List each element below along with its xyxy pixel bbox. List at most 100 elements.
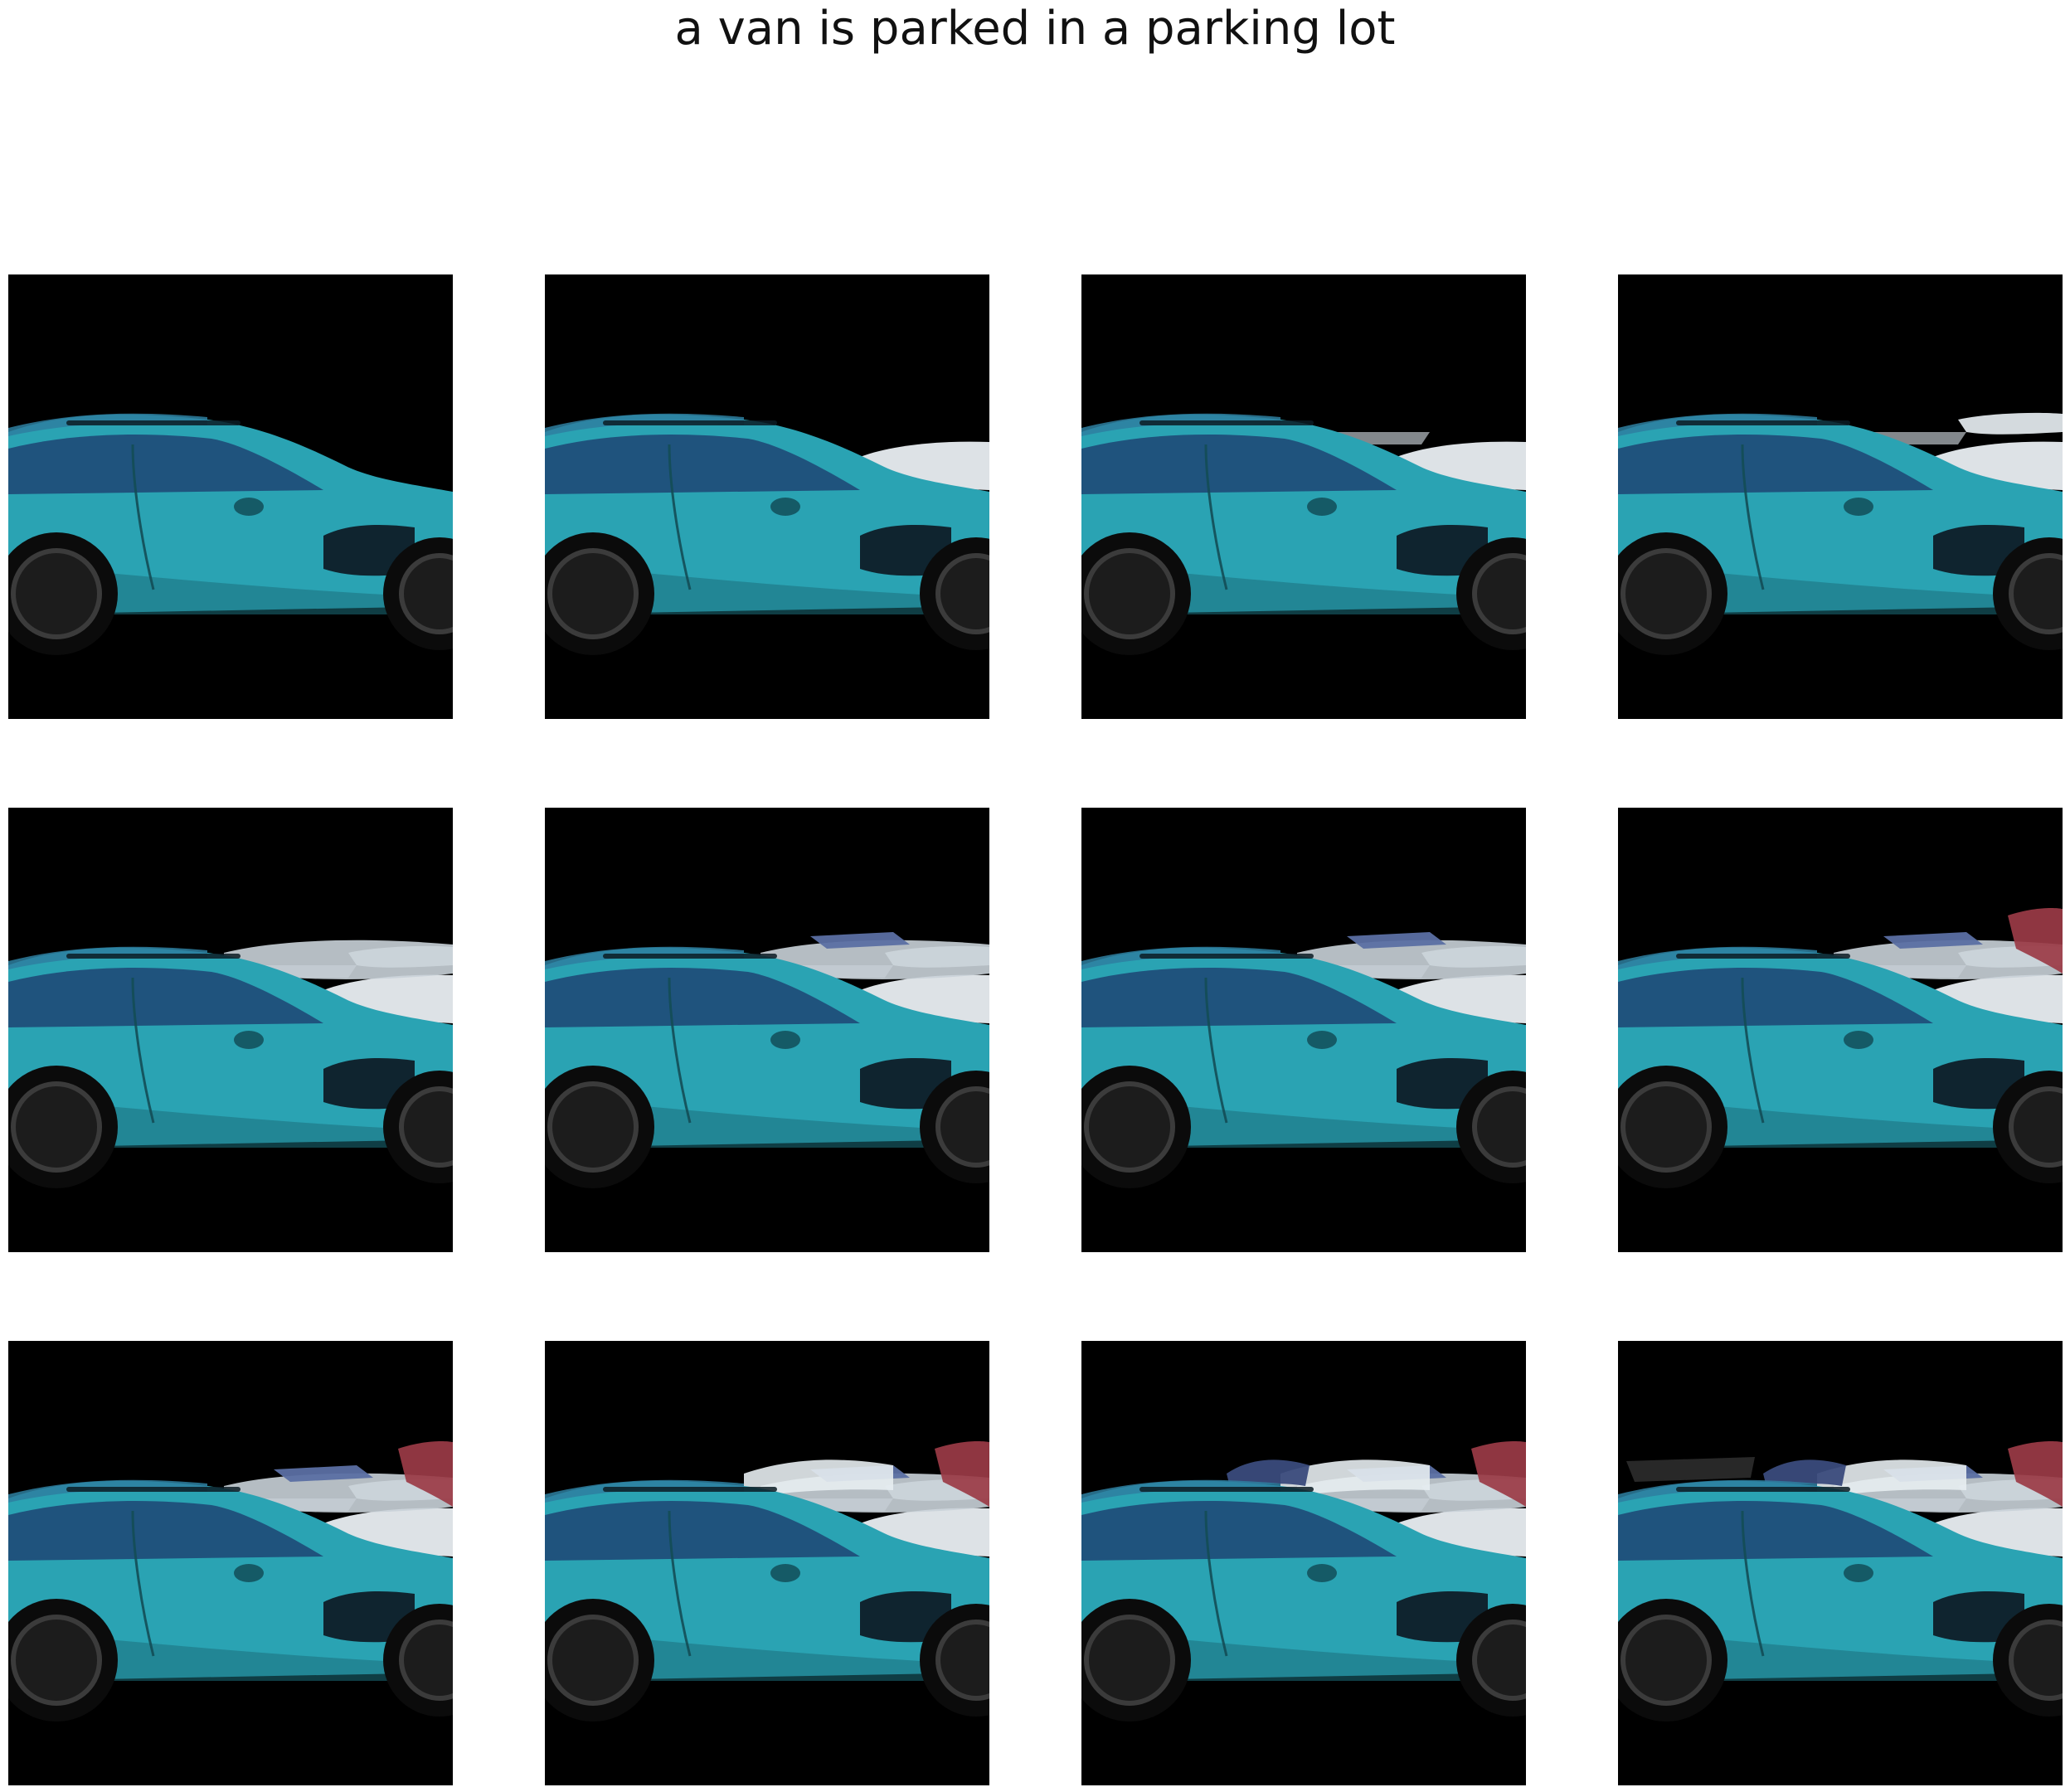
side-vent [1933,1058,2024,1110]
door-line [1741,977,1765,1124]
artifact-red-shape [2008,907,2063,974]
rear-rim [11,548,102,639]
car-lower-shade [8,1098,453,1148]
car-lower-shade [545,1098,989,1148]
front-rim [399,1620,453,1701]
car-window [1618,435,1933,494]
side-vent [1397,525,1488,576]
side-vent [1933,1591,2024,1643]
rear-rim [547,1615,639,1706]
door-line [668,444,692,590]
door-line [131,444,155,590]
car-lower-shade [8,1631,453,1681]
grid-image [1618,274,2063,719]
rear-rim [1621,1615,1712,1706]
car-window [1618,968,1933,1027]
front-rim [1472,1086,1526,1168]
car-window [545,435,860,494]
car-lower-shade [1081,1098,1526,1148]
artifact-mixed-cluster [1834,940,2063,979]
car-roof [1081,946,1280,969]
door-line [1204,444,1228,590]
artifact-blue-panel [1347,932,1446,949]
grid-image-svg [1081,274,1526,719]
grid-image [1081,808,1526,1252]
roof-rail [1676,420,1850,425]
artifact-white-cluster [1280,1459,1430,1498]
side-vent [1933,525,2024,576]
car-roof [545,413,744,436]
artifact-dark-bar [1626,1457,1755,1482]
car-window [545,1501,860,1561]
door-line [131,977,155,1124]
roof-rail [603,420,777,425]
rear-rim [1084,1081,1175,1173]
side-vent [323,1591,415,1643]
car-lower-shade [1618,1098,2063,1148]
artifact-white-cluster [744,1459,893,1498]
grid-image-svg [8,274,453,719]
rear-rim [11,1081,102,1173]
rear-rim [1621,548,1712,639]
roof-rail [66,954,241,959]
grid-image [8,1341,453,1785]
car-roof [545,1479,744,1503]
roof-rail [1139,1487,1314,1492]
artifact-blue-panel [810,932,910,949]
front-rim [399,553,453,634]
door-line [1741,444,1765,590]
side-vent [1397,1591,1488,1643]
car-lower-shade [1618,565,2063,614]
artifact-red-shape [2008,1440,2063,1507]
roof-rail [603,1487,777,1492]
car-lower-shade [1618,1631,2063,1681]
grid-image [1618,808,2063,1252]
rear-rim [1084,548,1175,639]
car-lower-shade [1081,1631,1526,1681]
car-roof [8,946,207,969]
door-line [1204,977,1228,1124]
side-mirror [770,498,800,516]
car-window [8,435,323,494]
grid-image-svg [1618,1341,2063,1785]
door-line [131,1510,155,1657]
side-mirror [234,498,264,516]
roof-rail [1139,420,1314,425]
grid-image [1081,274,1526,719]
grid-image [8,274,453,719]
artifact-red-shape [398,1440,453,1507]
grid-image-svg [8,1341,453,1785]
car-window [1081,968,1397,1027]
rear-rim [1621,1081,1712,1173]
side-mirror [1307,1564,1337,1582]
grid-image-svg [545,274,989,719]
front-rim [2009,1620,2063,1701]
rear-rim [547,1081,639,1173]
front-rim [935,1620,989,1701]
front-rim [399,1086,453,1168]
grid-image-svg [1081,808,1526,1252]
car-roof [1081,1479,1280,1503]
roof-rail [66,1487,241,1492]
car-window [1081,1501,1397,1561]
artifact-mixed-cluster [760,940,989,979]
door-line [1204,1510,1228,1657]
side-vent [1397,1058,1488,1110]
grid-image [545,808,989,1252]
artifact-white-top [1958,412,2063,435]
side-vent [323,525,415,576]
grid-image-svg [1081,1341,1526,1785]
rear-rim [547,548,639,639]
roof-rail [1139,954,1314,959]
side-mirror [234,1564,264,1582]
car-roof [1618,413,1817,436]
side-vent [860,525,951,576]
grid-image-svg [8,808,453,1252]
grid-image [545,1341,989,1785]
front-rim [2009,1086,2063,1168]
car-lower-shade [545,565,989,614]
side-mirror [1307,498,1337,516]
side-mirror [770,1031,800,1049]
grid-image [8,808,453,1252]
artifact-blue-panel [1883,932,1983,949]
